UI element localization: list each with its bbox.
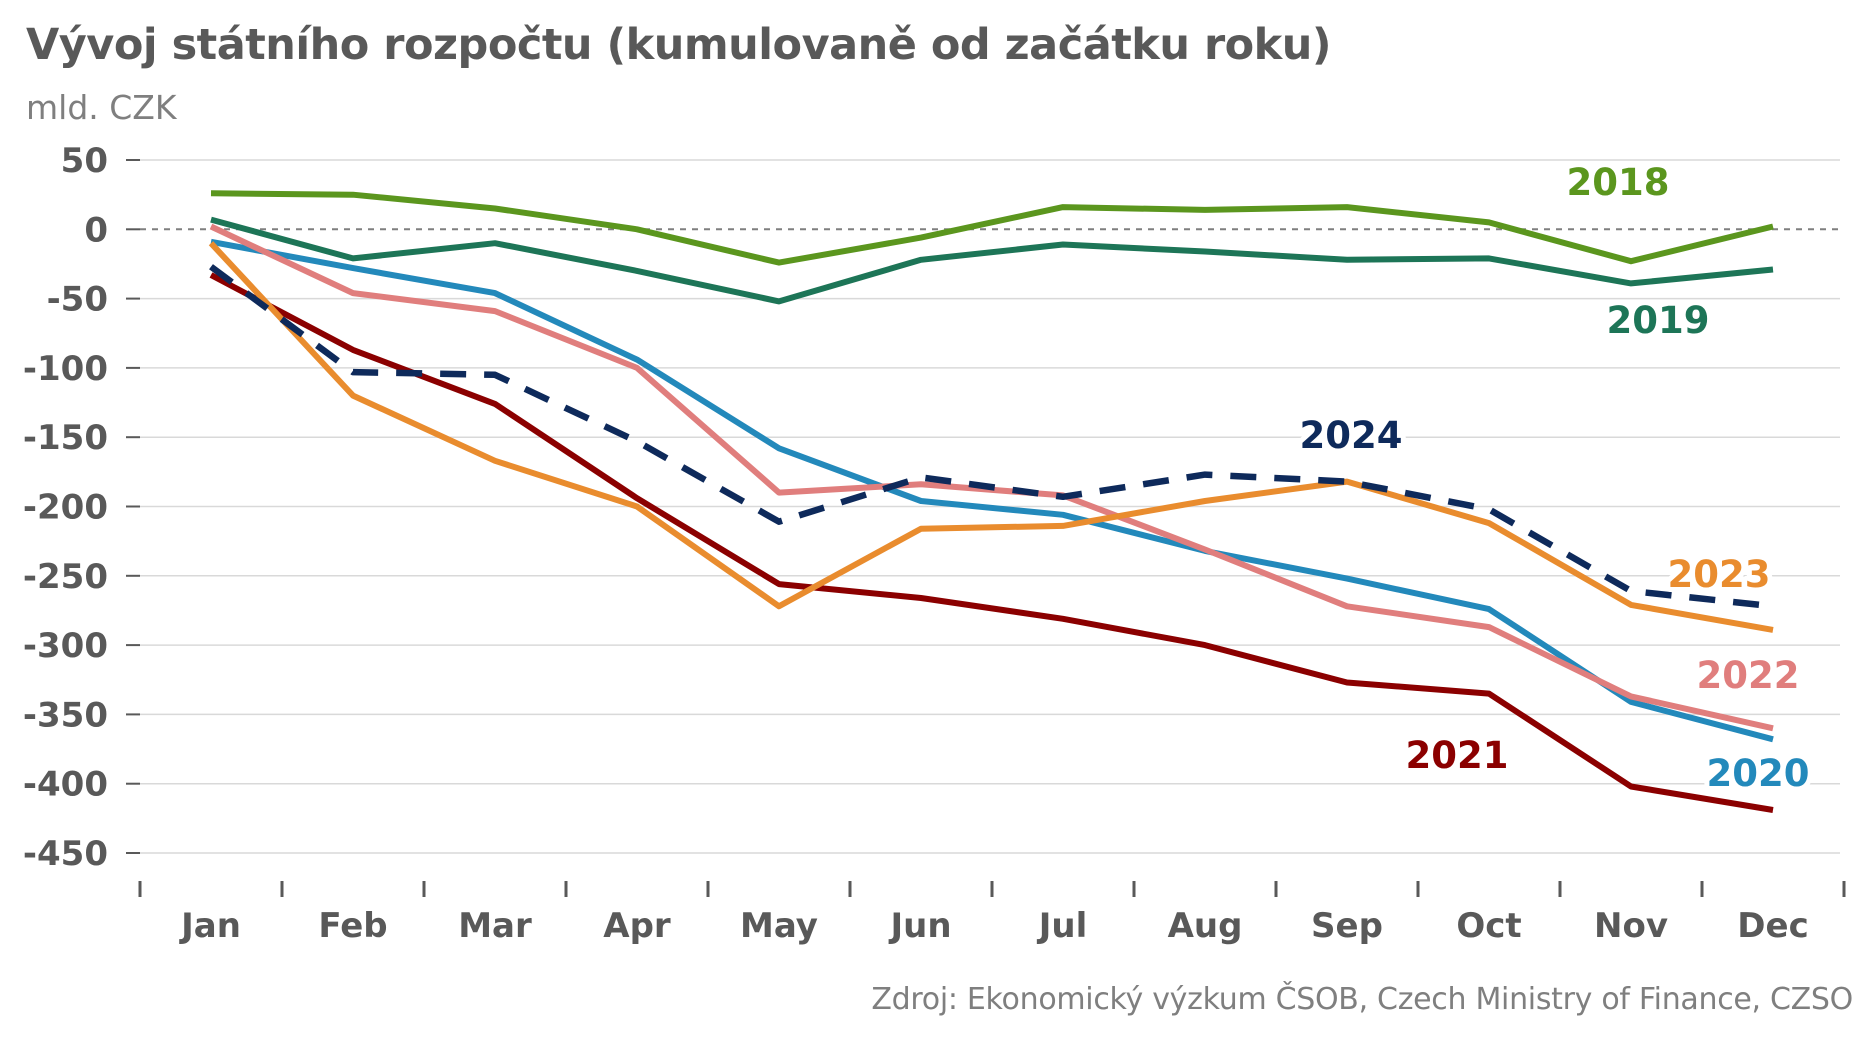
y-tick-label: -300 xyxy=(23,626,108,666)
series-line-2020 xyxy=(210,238,1774,743)
x-tick-label: Jun xyxy=(888,906,951,946)
y-tick-label: -400 xyxy=(23,765,108,805)
series-line-2023 xyxy=(208,241,1774,633)
series-label-2020: 2020 xyxy=(1707,752,1810,795)
x-tick-label: Jan xyxy=(179,906,241,946)
x-tick-label: Apr xyxy=(603,906,671,946)
series-label-2024: 2024 xyxy=(1300,414,1403,457)
y-tick-label: 0 xyxy=(84,210,108,250)
y-tick-label: -150 xyxy=(23,418,108,458)
series-label-2023: 2023 xyxy=(1668,553,1771,596)
chart-unit-label: mld. CZK xyxy=(26,88,177,127)
y-axis: 50 0 -50 -100 -150 -200 -250 -300 -350 -400 -450 xyxy=(23,141,140,874)
series-line-2021 xyxy=(209,272,1774,813)
x-tick-label: Sep xyxy=(1311,906,1383,946)
series-lines xyxy=(208,190,1774,813)
series-line-2024 xyxy=(209,264,1774,610)
x-tick-label: Nov xyxy=(1594,906,1668,946)
y-tick-label: -350 xyxy=(23,695,108,735)
x-tick-label: Feb xyxy=(318,906,387,946)
x-tick-label: Aug xyxy=(1168,906,1243,946)
series-labels: 2018 2019 2020 2021 2022 2023 2024 xyxy=(1295,156,1815,800)
series-label-2021: 2021 xyxy=(1406,734,1509,777)
x-tick-label: Mar xyxy=(458,906,532,946)
y-tick-label: -250 xyxy=(23,557,108,597)
y-tick-label: -100 xyxy=(23,349,108,389)
series-label-2022: 2022 xyxy=(1697,654,1800,697)
x-tick-label: Jul xyxy=(1037,906,1088,946)
x-tick-label: Oct xyxy=(1456,906,1521,946)
x-tick-label: Dec xyxy=(1737,906,1808,946)
series-label-2019: 2019 xyxy=(1607,299,1710,342)
y-tick-label: -50 xyxy=(47,280,108,320)
series-line-2022 xyxy=(209,223,1774,732)
series-label-2018: 2018 xyxy=(1567,161,1670,204)
chart-title: Vývoj státního rozpočtu (kumulovaně od z… xyxy=(26,20,1332,70)
grid-lines xyxy=(140,159,1840,854)
x-axis: Jan Feb Mar Apr May Jun Jul Aug Sep Oct Nov Dec xyxy=(138,881,1846,946)
series-line-2019 xyxy=(210,216,1774,305)
x-tick-label: May xyxy=(740,906,818,946)
series-line-2018 xyxy=(210,190,1774,266)
y-tick-label: -200 xyxy=(23,488,108,528)
y-tick-label: -450 xyxy=(23,834,108,874)
y-tick-label: 50 xyxy=(61,141,108,181)
source-note: Zdroj: Ekonomický výzkum ČSOB, Czech Min… xyxy=(871,982,1853,1017)
